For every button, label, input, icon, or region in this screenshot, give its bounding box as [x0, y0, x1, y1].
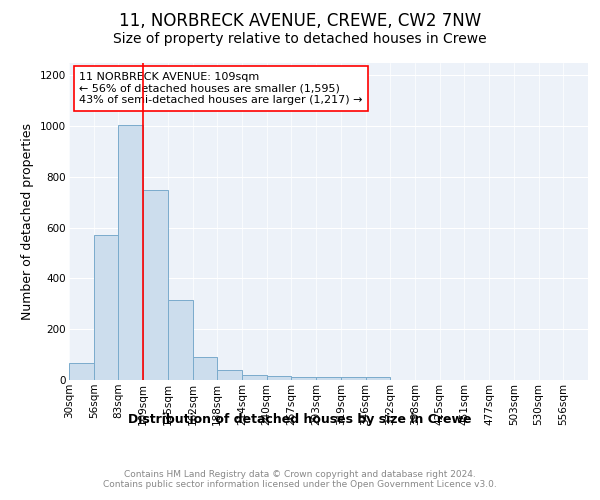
Text: 11 NORBRECK AVENUE: 109sqm
← 56% of detached houses are smaller (1,595)
43% of s: 11 NORBRECK AVENUE: 109sqm ← 56% of deta…: [79, 72, 363, 105]
Bar: [242, 375, 267, 380]
Text: Size of property relative to detached houses in Crewe: Size of property relative to detached ho…: [113, 32, 487, 46]
Text: Contains HM Land Registry data © Crown copyright and database right 2024.
Contai: Contains HM Land Registry data © Crown c…: [103, 470, 497, 490]
Bar: [193, 357, 217, 380]
Bar: [143, 190, 168, 380]
Bar: [316, 378, 341, 380]
Bar: [94, 235, 118, 380]
Bar: [292, 378, 316, 380]
Bar: [365, 378, 390, 380]
Text: Distribution of detached houses by size in Crewe: Distribution of detached houses by size …: [128, 412, 472, 426]
Bar: [267, 376, 292, 380]
Y-axis label: Number of detached properties: Number of detached properties: [22, 122, 34, 320]
Bar: [118, 124, 143, 380]
Bar: [217, 370, 242, 380]
Text: 11, NORBRECK AVENUE, CREWE, CW2 7NW: 11, NORBRECK AVENUE, CREWE, CW2 7NW: [119, 12, 481, 30]
Bar: [69, 364, 94, 380]
Bar: [168, 300, 193, 380]
Bar: [341, 378, 365, 380]
